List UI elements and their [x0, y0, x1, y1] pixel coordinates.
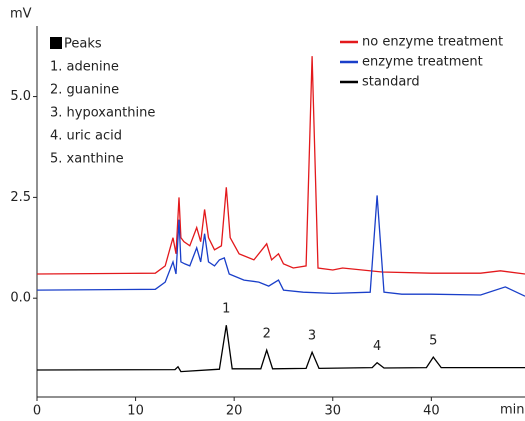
peak-label: 5 [429, 334, 437, 349]
peak-item: 3. hypoxanthine [50, 106, 155, 121]
peak-item: 1. adenine [50, 60, 119, 75]
peak-item: 2. guanine [50, 83, 119, 98]
peaks-title: Peaks [64, 37, 102, 52]
x-axis-label: min [500, 403, 525, 418]
series-line [36, 195, 525, 297]
peak-label: 1 [222, 302, 230, 317]
series-line [36, 56, 525, 275]
x-tick-label: 10 [127, 404, 144, 419]
y-tick-label: 5.0 [10, 89, 31, 104]
legend-label: no enzyme treatment [362, 35, 503, 50]
x-tick-label: 30 [324, 404, 341, 419]
y-tick-label: 2.5 [10, 190, 31, 205]
y-tick-label: 0.0 [10, 291, 31, 306]
peaks-marker [50, 37, 62, 49]
peak-label: 3 [308, 329, 316, 344]
x-tick-label: 20 [226, 404, 243, 419]
peak-label: 2 [263, 327, 271, 342]
y-axis-label: mV [10, 7, 32, 22]
peak-label: 4 [373, 339, 381, 354]
x-tick-label: 40 [423, 404, 440, 419]
legend-label: standard [362, 75, 420, 90]
peak-item: 4. uric acid [50, 129, 122, 144]
x-tick-label: 0 [33, 404, 41, 419]
peak-item: 5. xanthine [50, 152, 124, 167]
series-line [36, 325, 525, 373]
legend-label: enzyme treatment [362, 55, 483, 70]
